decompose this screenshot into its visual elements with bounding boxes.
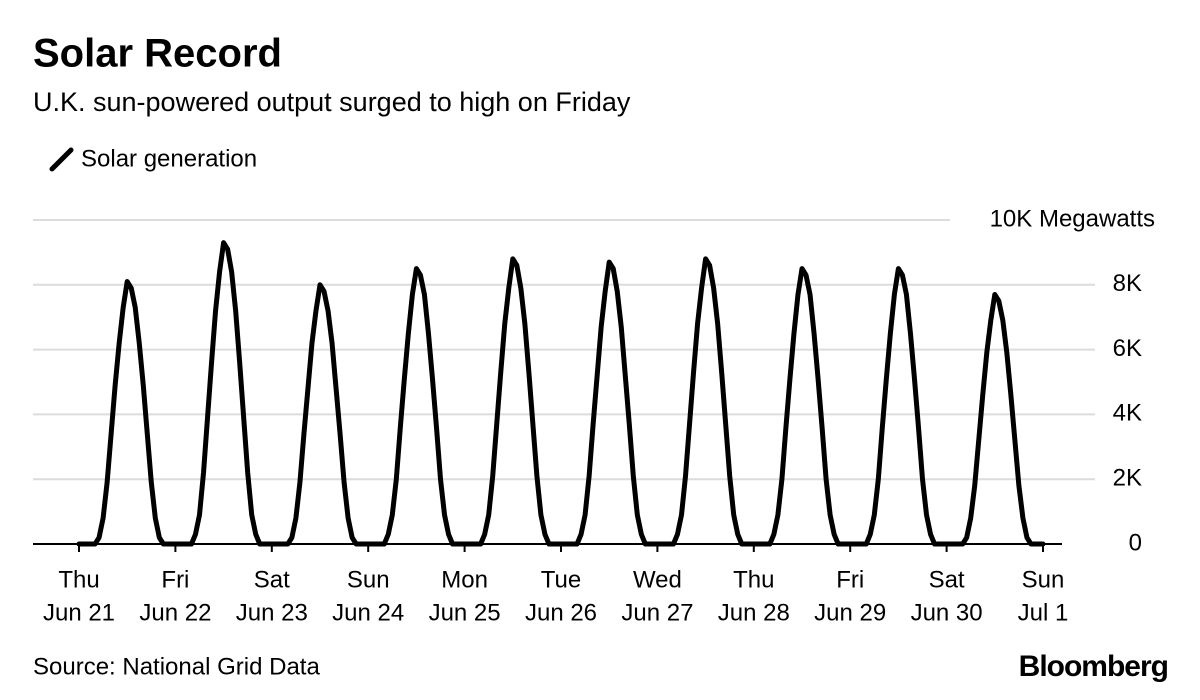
x-tick-label: Jun 25 [429,599,501,626]
x-tick-label: Fri [836,566,864,593]
logo: Bloomberg [1019,650,1168,683]
x-tick-label: Sat [254,566,290,593]
x-tick-label: Sun [347,566,390,593]
chart-subtitle: U.K. sun-powered output surged to high o… [33,87,631,117]
x-tick-label: Jun 22 [139,599,211,626]
legend-label: Solar generation [81,145,257,172]
series-line [76,240,1046,547]
x-tick-label: Sun [1022,566,1065,593]
x-tick-label: Mon [441,566,488,593]
x-tick-label: Jun 29 [814,599,886,626]
x-tick-label: Jun 24 [332,599,404,626]
y-tick-label: 4K [1113,400,1142,427]
x-tick-label: Jun 30 [911,599,983,626]
y-tick-label: 0 [1129,529,1142,556]
x-tick-label: Jun 23 [236,599,308,626]
x-tick-label: Tue [541,566,581,593]
y-tick-label: 10K Megawatts [990,205,1155,232]
x-tick-label: Jul 1 [1018,599,1069,626]
y-tick-label: 8K [1113,270,1142,297]
x-tick-label: Jun 28 [718,599,790,626]
legend-swatch [49,147,74,172]
x-tick-label: Jun 21 [43,599,115,626]
chart-title: Solar Record [33,32,282,76]
x-tick-label: Sat [929,566,965,593]
source: Source: National Grid Data [33,653,320,680]
x-tick-label: Jun 26 [525,599,597,626]
x-tick-label: Thu [733,566,774,593]
x-tick-label: Jun 27 [621,599,693,626]
x-tick-label: Thu [58,566,99,593]
y-tick-label: 6K [1113,335,1142,362]
x-tick-label: Fri [161,566,189,593]
x-tick-label: Wed [633,566,682,593]
y-tick-label: 2K [1113,465,1142,492]
